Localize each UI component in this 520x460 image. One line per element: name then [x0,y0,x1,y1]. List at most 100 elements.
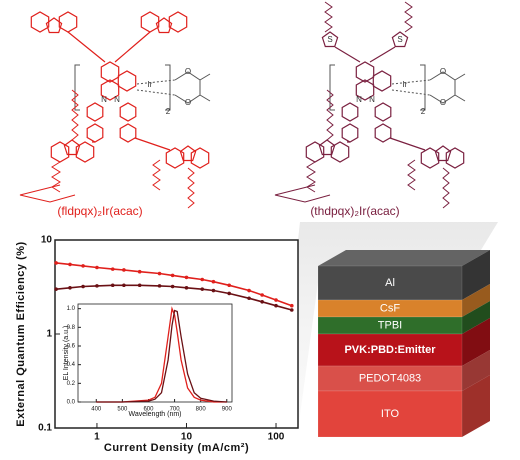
y-tick-label: 0.1 [38,423,52,434]
x-tick-label: 600 [143,407,154,413]
bracket [74,64,171,111]
atom-label: Ir [148,80,153,89]
ring [100,61,120,83]
point [170,284,175,289]
molecule-label: (thdpqx)₂Ir(acac) [310,204,399,218]
chain [404,1,413,33]
ring [434,145,452,162]
ring [355,61,375,83]
molecule: N N Ir O O 2 S S (thdpqx)₂Ir(acac) [274,1,466,218]
point [110,283,115,288]
point [289,303,294,308]
y-tick-label: 0.6 [67,344,76,350]
atom-label: O [185,67,191,76]
ring [168,11,188,33]
point [81,284,85,289]
layer-side [462,284,490,317]
x-tick-label: 400 [91,407,102,413]
series-line [96,306,227,403]
atom-label: N [369,95,375,104]
ring [75,141,95,163]
chain [51,161,61,193]
acac [174,71,211,104]
point [227,291,232,296]
layer-label: ITO [381,408,400,420]
point [227,283,232,288]
atom-label: 2 [166,107,171,116]
atom-label: N [114,95,120,104]
ring [318,139,336,156]
ring [374,102,392,122]
atom-label: N [101,95,107,104]
layer-label: PVK:PBD:Emitter [344,344,436,356]
x-tick-label: 500 [117,407,128,413]
point [68,286,72,290]
x-tick-label: 10 [181,432,193,443]
chain [19,184,76,203]
ring [179,145,197,162]
point [184,275,189,280]
chain [274,184,331,203]
point [137,269,142,274]
y-tick-label: 1.0 [67,306,76,312]
ring [321,31,339,48]
series-line [96,309,227,403]
layer-side [462,375,490,437]
point [211,279,216,284]
point [81,264,85,268]
chain [306,161,316,193]
ring [165,147,185,169]
y-tick-label: 0.4 [67,362,76,368]
atom-label: O [185,98,191,107]
chain [326,89,334,141]
ring [330,141,350,163]
x-tick-label: 100 [268,432,285,443]
x-tick-label: 900 [222,407,233,413]
point [54,287,58,291]
atom-label: 2 [421,107,426,116]
bond [92,137,171,151]
ring [420,147,440,169]
ring [372,70,392,92]
layer-side [462,301,490,334]
ring [58,11,78,33]
point [170,273,175,278]
ring [86,123,104,143]
atom-label: S [327,35,332,44]
atom-label: S [397,35,402,44]
ring [341,102,359,122]
y-tick-label: 0.8 [67,325,76,331]
x-axis-label: Current Density (mA/cm²) [104,442,249,454]
point [211,288,216,293]
atom-label: O [440,98,446,107]
chain [442,167,450,209]
x-axis-label: Wavelength (nm) [128,411,181,418]
bond [347,137,426,151]
atom-label: Ir [403,80,408,89]
point [200,287,205,291]
ring [30,11,50,33]
point [137,283,142,288]
point [260,300,264,304]
molecule-label: (fldpqx)₂Ir(acac) [57,204,142,218]
ring [445,147,465,169]
ring [119,123,137,143]
dash-bond [136,79,176,96]
layer-label: PEDOT4083 [359,372,421,384]
atom-label: O [440,67,446,76]
x-tick-label: 800 [196,407,207,413]
chain [324,1,333,33]
ring [86,102,104,122]
point [68,262,72,267]
point [157,284,162,288]
ring [155,17,173,34]
y-tick-label: 1 [46,329,52,340]
point [260,293,264,297]
layer-side [462,250,490,300]
layer-side [462,350,490,391]
ring [391,31,409,48]
point [289,308,294,312]
layer-front [317,365,463,392]
